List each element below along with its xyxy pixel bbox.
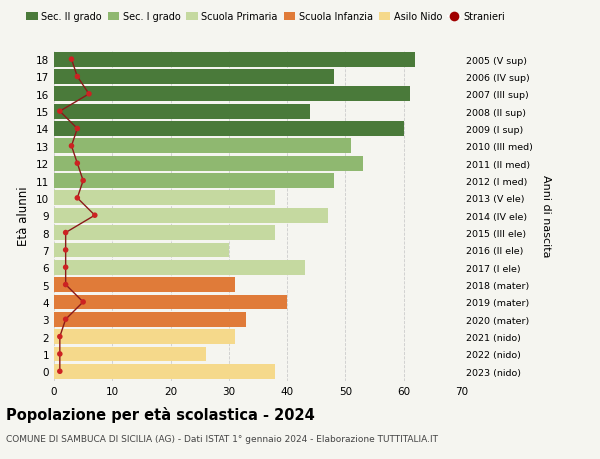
Point (55, 333, 65, 341)
Y-axis label: Età alunni: Età alunni (17, 186, 31, 246)
Point (61, 230, 70, 237)
Bar (54, 139, 351, 154)
Point (90, 212, 100, 219)
Bar (54, 347, 206, 362)
Point (67, 143, 76, 150)
Bar (54, 260, 305, 275)
Bar (54, 105, 310, 119)
Point (61, 264, 70, 271)
Point (79, 178, 88, 185)
Point (67, 56, 76, 64)
Bar (54, 208, 328, 223)
Bar (54, 295, 287, 310)
Bar (54, 70, 334, 84)
Point (61, 246, 70, 254)
Bar (54, 226, 275, 241)
Legend: Sec. II grado, Sec. I grado, Scuola Primaria, Scuola Infanzia, Asilo Nido, Stran: Sec. II grado, Sec. I grado, Scuola Prim… (26, 12, 505, 22)
Bar (54, 330, 235, 344)
Bar (54, 312, 247, 327)
Text: COMUNE DI SAMBUCA DI SICILIA (AG) - Dati ISTAT 1° gennaio 2024 - Elaborazione TU: COMUNE DI SAMBUCA DI SICILIA (AG) - Dati… (6, 434, 438, 443)
Point (79, 298, 88, 306)
Bar (54, 122, 404, 137)
Bar (54, 53, 415, 67)
Point (55, 108, 65, 116)
Text: Popolazione per età scolastica - 2024: Popolazione per età scolastica - 2024 (6, 406, 315, 422)
Bar (54, 364, 275, 379)
Bar (54, 278, 235, 292)
Point (61, 316, 70, 323)
Point (73, 160, 82, 168)
Bar (54, 157, 363, 171)
Bar (54, 243, 229, 257)
Y-axis label: Anni di nascita: Anni di nascita (541, 174, 551, 257)
Point (61, 281, 70, 289)
Point (73, 195, 82, 202)
Point (84, 91, 94, 98)
Point (55, 368, 65, 375)
Bar (54, 87, 410, 102)
Bar (54, 191, 275, 206)
Point (73, 73, 82, 81)
Bar (54, 174, 334, 189)
Point (73, 126, 82, 133)
Point (55, 351, 65, 358)
